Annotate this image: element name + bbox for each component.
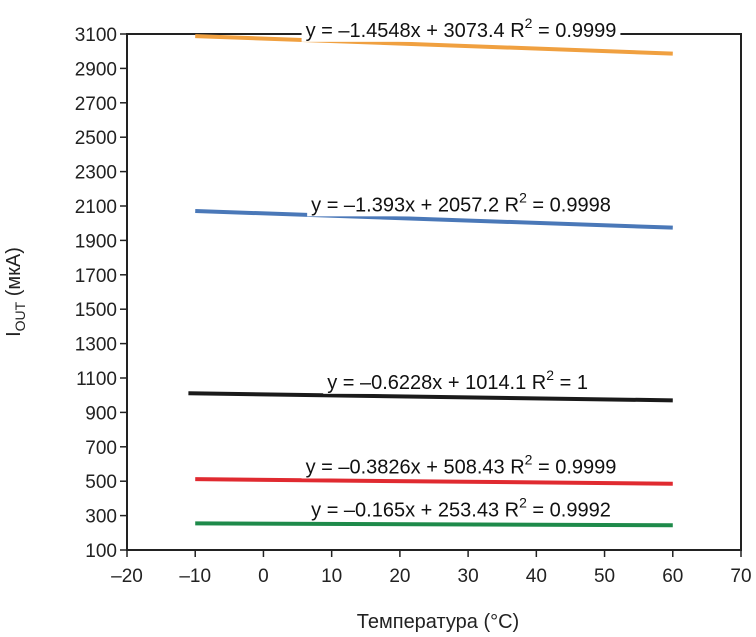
- r-squared-exponent: 2: [546, 367, 554, 383]
- y-tick-label: 300: [85, 507, 117, 528]
- x-tick-label: 40: [526, 566, 547, 587]
- y-tick-label: 2500: [75, 128, 117, 149]
- y-tick-label: 2300: [75, 163, 117, 184]
- x-axis-label: Температура (°C): [357, 611, 519, 633]
- y-tick-label: 1300: [75, 335, 117, 356]
- y-axis-label-main: I: [3, 331, 25, 337]
- x-tick-label: 0: [258, 566, 269, 587]
- x-tick-label: 10: [321, 566, 342, 587]
- y-tick-label: 1100: [76, 369, 117, 390]
- x-axis-ticks: –20 –10 0 10 20 30 40 50 60 70: [111, 550, 752, 587]
- equation-text: y = –0.165x + 253.43 R: [311, 499, 519, 521]
- series-line: [195, 208, 673, 230]
- series-layer: [188, 34, 673, 528]
- series-line: [195, 521, 673, 528]
- y-tick-label: 1700: [75, 266, 117, 287]
- equation-label: y = –1.393x + 2057.2 R2 = 0.9998: [311, 189, 611, 216]
- y-tick-label: 900: [85, 403, 117, 424]
- y-tick-label: 2700: [75, 94, 117, 115]
- y-tick-label: 2100: [75, 197, 117, 218]
- equation-text: y = –0.6228x + 1014.1 R: [327, 372, 546, 394]
- equation-text: y = –1.4548x + 3073.4 R: [306, 20, 525, 42]
- y-axis-label-sub: OUT: [12, 301, 28, 331]
- equation-label-background: [307, 189, 615, 217]
- equation-text: y = –0.3826x + 508.43 R: [306, 456, 525, 478]
- equation-label: y = –1.4548x + 3073.4 R2 = 0.9999: [306, 15, 617, 42]
- r-squared-value: = 1: [554, 372, 588, 394]
- r-squared-value: = 0.9999: [532, 20, 616, 42]
- x-tick-label: –20: [111, 566, 143, 587]
- x-tick-label: 20: [389, 566, 410, 587]
- equation-label: y = –0.3826x + 508.43 R2 = 0.9999: [306, 451, 617, 478]
- y-tick-label: 700: [85, 438, 117, 459]
- equation-label-background: [301, 14, 621, 42]
- x-tick-label: 30: [458, 566, 479, 587]
- y-axis-label-unit: (мкА): [3, 247, 25, 302]
- equation-text: y = –1.393x + 2057.2 R: [311, 194, 519, 216]
- x-tick-label: 50: [594, 566, 615, 587]
- equation-label-background: [323, 366, 592, 394]
- equation-label: y = –0.6228x + 1014.1 R2 = 1: [327, 367, 588, 394]
- series-line: [195, 477, 673, 486]
- y-tick-label: 1900: [75, 231, 117, 252]
- equation-label-background: [307, 494, 615, 522]
- y-tick-label: 100: [85, 541, 117, 562]
- y-tick-label: 1500: [75, 300, 117, 321]
- x-tick-label: 70: [730, 566, 751, 587]
- r-squared-exponent: 2: [525, 15, 533, 31]
- y-tick-label: 3100: [75, 25, 117, 46]
- r-squared-value: = 0.9998: [527, 194, 611, 216]
- equation-label: y = –0.165x + 253.43 R2 = 0.9992: [311, 494, 611, 521]
- x-tick-label: 60: [662, 566, 683, 587]
- y-tick-label: 2900: [75, 59, 117, 80]
- r-squared-exponent: 2: [519, 189, 527, 205]
- series-line: [188, 391, 673, 403]
- r-squared-exponent: 2: [525, 451, 533, 467]
- y-tick-label: 500: [85, 472, 117, 493]
- x-tick-label: –10: [179, 566, 211, 587]
- y-axis-ticks: 100 300 500 700 900 1100 1300 1500 1700 1900 2100 2…: [75, 25, 127, 562]
- series-line: [195, 34, 673, 56]
- r-squared-value: = 0.9999: [532, 456, 616, 478]
- r-squared-exponent: 2: [519, 494, 527, 510]
- r-squared-value: = 0.9992: [527, 499, 611, 521]
- equation-label-background: [301, 451, 621, 479]
- y-axis-label: IOUT (мкА): [3, 247, 28, 337]
